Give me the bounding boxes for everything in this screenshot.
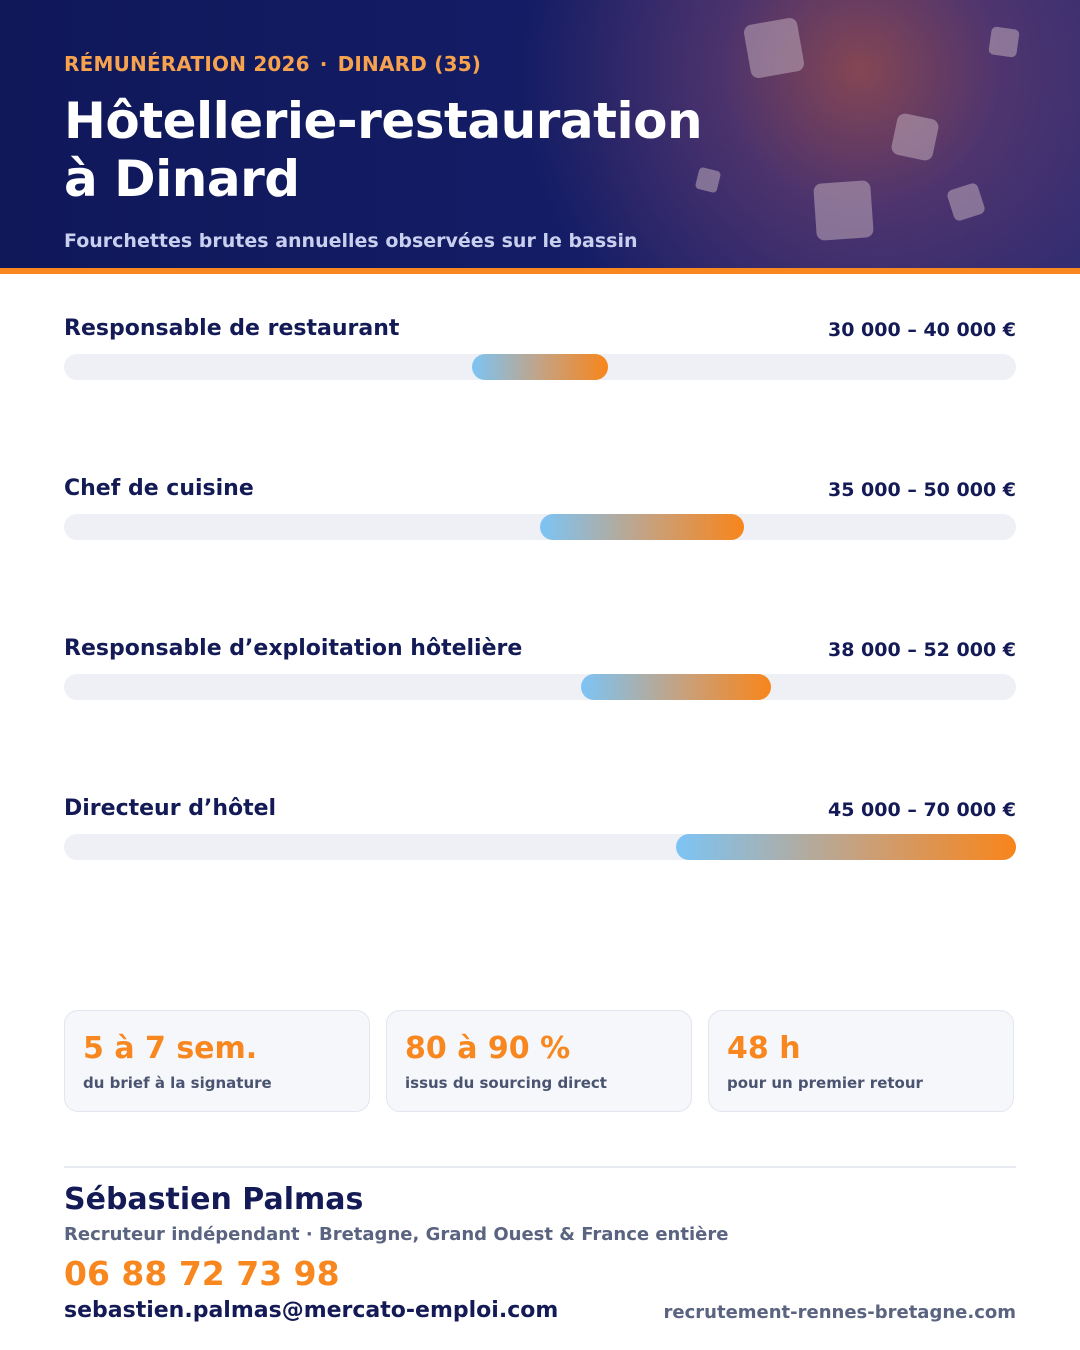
category-label: Responsable d’exploitation hôtelière bbox=[64, 636, 523, 661]
decorative-square bbox=[890, 112, 940, 162]
stat-caption: du brief à la signature bbox=[83, 1074, 272, 1092]
contact-role: Recruteur indépendant · Bretagne, Grand … bbox=[64, 1224, 729, 1245]
range-bar bbox=[580, 674, 772, 700]
chart-row: Responsable d’exploitation hôtelière 38 … bbox=[64, 636, 1016, 706]
range-bar bbox=[472, 354, 608, 380]
title-line-1: Hôtellerie-restauration bbox=[64, 92, 703, 150]
stat-value: 5 à 7 sem. bbox=[83, 1031, 258, 1066]
stat-card-sourcing: 80 à 90 % issus du sourcing direct bbox=[386, 1010, 692, 1112]
range-bar bbox=[676, 834, 1016, 860]
range-track bbox=[64, 834, 1016, 860]
eyebrow-separator: · bbox=[319, 52, 328, 76]
page-subtitle: Fourchettes brutes annuelles observées s… bbox=[64, 230, 638, 252]
range-data-label: 45 000 – 70 000 € bbox=[828, 799, 1016, 821]
contact-name: Sébastien Palmas bbox=[64, 1182, 364, 1217]
eyebrow: RÉMUNÉRATION 2026 · DINARD (35) bbox=[64, 52, 481, 76]
stat-card-delay: 5 à 7 sem. du brief à la signature bbox=[64, 1010, 370, 1112]
stat-caption: issus du sourcing direct bbox=[405, 1074, 607, 1092]
range-track bbox=[64, 674, 1016, 700]
eyebrow-location: DINARD (35) bbox=[337, 52, 482, 76]
stat-value: 80 à 90 % bbox=[405, 1031, 571, 1066]
website-link[interactable]: recrutement-rennes-bretagne.com bbox=[663, 1302, 1016, 1323]
footer-divider bbox=[64, 1166, 1016, 1168]
category-label: Chef de cuisine bbox=[64, 476, 254, 501]
range-data-label: 35 000 – 50 000 € bbox=[828, 479, 1016, 501]
decorative-square bbox=[945, 181, 987, 223]
decorative-square bbox=[813, 180, 874, 241]
stat-card-response: 48 h pour un premier retour bbox=[708, 1010, 1014, 1112]
title-line-2: à Dinard bbox=[64, 150, 300, 208]
category-label: Responsable de restaurant bbox=[64, 316, 400, 341]
contact-phone-link[interactable]: 06 88 72 73 98 bbox=[64, 1254, 340, 1293]
chart-row: Directeur d’hôtel 45 000 – 70 000 € bbox=[64, 796, 1016, 866]
chart-row: Responsable de restaurant 30 000 – 40 00… bbox=[64, 316, 1016, 386]
key-figures: 5 à 7 sem. du brief à la signature 80 à … bbox=[64, 1010, 1016, 1114]
range-bar bbox=[540, 514, 744, 540]
range-data-label: 38 000 – 52 000 € bbox=[828, 639, 1016, 661]
decorative-square bbox=[988, 26, 1020, 58]
range-track bbox=[64, 354, 1016, 380]
range-data-label: 30 000 – 40 000 € bbox=[828, 319, 1016, 341]
range-track bbox=[64, 514, 1016, 540]
header-accent-rule bbox=[0, 268, 1080, 274]
stat-value: 48 h bbox=[727, 1031, 801, 1066]
stat-caption: pour un premier retour bbox=[727, 1074, 923, 1092]
decorative-square bbox=[742, 16, 806, 80]
hero-header: RÉMUNÉRATION 2026 · DINARD (35) Hôtellerie… bbox=[0, 0, 1080, 268]
page-title: Hôtellerie-restauration à Dinard bbox=[64, 92, 764, 208]
contact-email-link[interactable]: sebastien.palmas@mercato-emploi.com bbox=[64, 1298, 559, 1323]
chart-row: Chef de cuisine 35 000 – 50 000 € bbox=[64, 476, 1016, 546]
category-label: Directeur d’hôtel bbox=[64, 796, 277, 821]
eyebrow-topic: RÉMUNÉRATION 2026 bbox=[64, 52, 310, 76]
